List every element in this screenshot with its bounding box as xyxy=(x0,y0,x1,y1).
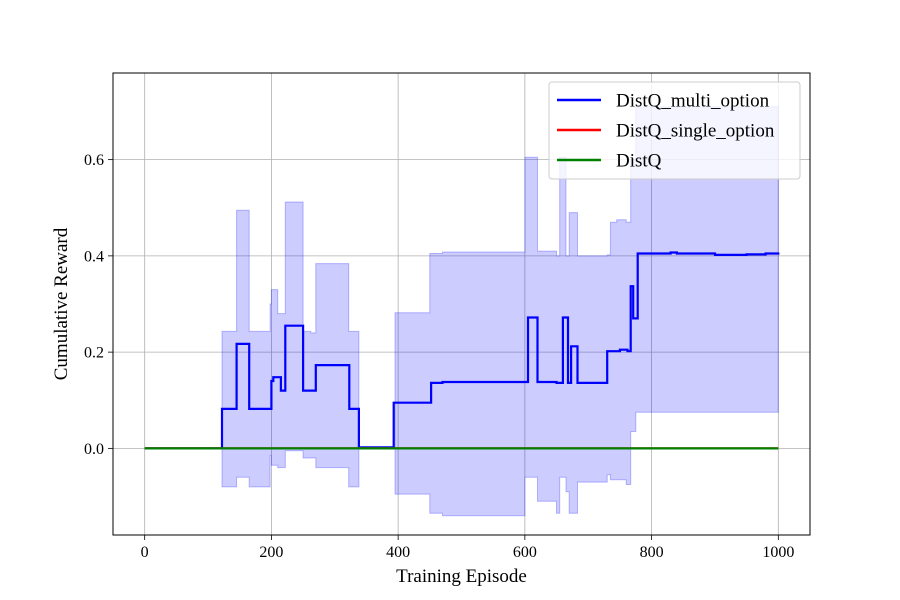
ticks: 0 200 400 600 800 1000 0.0 0.2 0.4 0.6 xyxy=(84,152,794,561)
x-tick-label: 600 xyxy=(513,544,537,561)
legend-label-multi-option: DistQ_multi_option xyxy=(616,91,770,112)
x-tick-label: 0 xyxy=(141,544,149,561)
legend: DistQ_multi_option DistQ_single_option D… xyxy=(548,81,801,180)
x-tick-label: 800 xyxy=(640,544,664,561)
y-tick-label: 0.0 xyxy=(84,441,104,458)
plot-frame xyxy=(112,72,811,536)
x-tick-label: 400 xyxy=(386,544,410,561)
y-tick-label: 0.6 xyxy=(84,152,104,169)
y-tick-label: 0.2 xyxy=(84,345,104,362)
y-axis-label: Cumulative Reward xyxy=(51,227,72,380)
legend-box xyxy=(548,81,801,180)
x-tick-label: 1000 xyxy=(762,544,794,561)
legend-label-distq: DistQ xyxy=(616,151,662,172)
series-line-0 xyxy=(144,251,780,450)
lines-layer xyxy=(144,251,780,450)
legend-label-single-option: DistQ_single_option xyxy=(616,121,775,142)
x-axis-label: Training Episode xyxy=(396,566,527,587)
y-tick-label: 0.4 xyxy=(84,248,104,265)
x-tick-label: 200 xyxy=(259,544,283,561)
